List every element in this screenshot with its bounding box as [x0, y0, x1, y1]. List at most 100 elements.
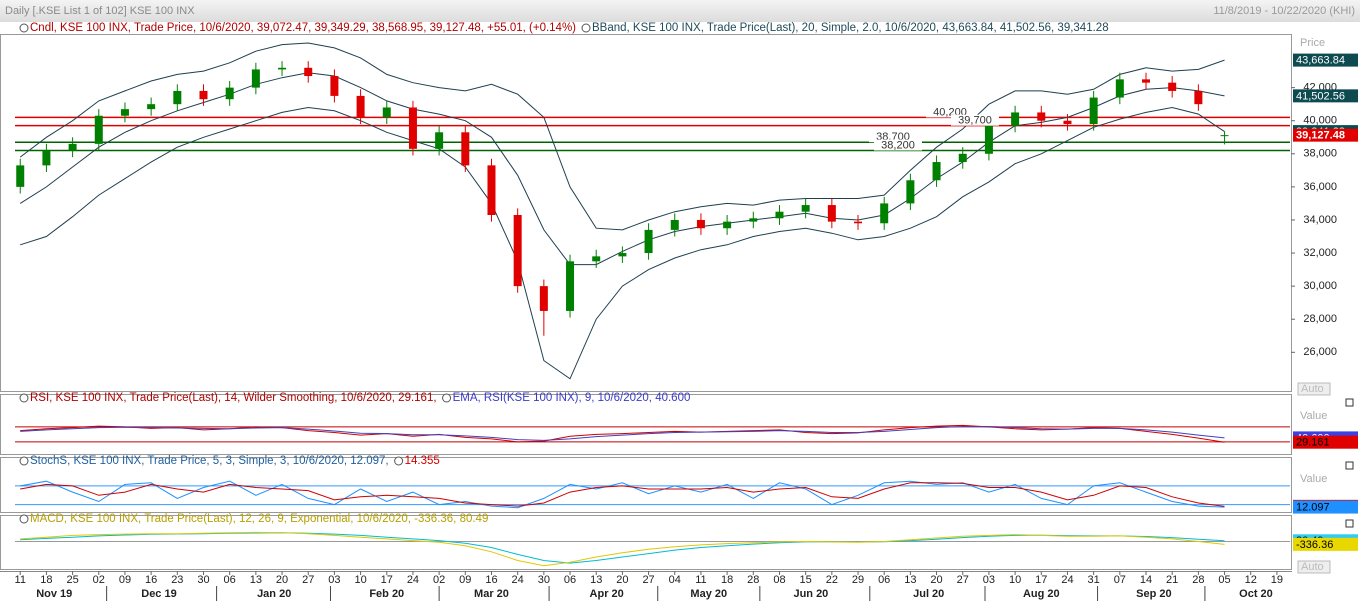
x-tick-label: 16 — [145, 574, 157, 586]
x-tick-label: 16 — [485, 574, 497, 586]
x-tick-label: 25 — [66, 574, 78, 586]
y-tick-label: 26,000 — [1303, 346, 1337, 358]
indicator-line — [20, 532, 1225, 564]
candle-body — [330, 76, 339, 96]
value-tag-label: 29.161 — [1296, 437, 1330, 449]
indicator-line — [20, 482, 1225, 507]
panel-frame — [0, 34, 1292, 392]
value-title: Value — [1300, 410, 1327, 422]
x-tick-label: 10 — [1009, 574, 1021, 586]
candle-body — [1089, 97, 1098, 125]
panel-icon — [1345, 519, 1354, 528]
candle-body — [801, 205, 810, 212]
candle-body — [827, 205, 836, 222]
x-tick-label: 15 — [800, 574, 812, 586]
candle-body — [566, 261, 575, 311]
panel-frame — [0, 457, 1292, 513]
value-tag-label: 41,502.56 — [1296, 90, 1345, 102]
value-tag — [1293, 500, 1358, 514]
candle-body — [382, 107, 391, 118]
y-tick-label: 28,000 — [1303, 313, 1337, 325]
candle-body — [958, 153, 967, 163]
x-tick-label: 18 — [721, 574, 733, 586]
candle-body — [880, 203, 889, 224]
x-tick-label: 28 — [747, 574, 759, 586]
candle-body — [1220, 135, 1229, 137]
x-tick-label: 03 — [983, 574, 995, 586]
legend-icon — [581, 23, 591, 33]
y-tick-label: 34,000 — [1303, 214, 1337, 226]
x-tick-label: 09 — [459, 574, 471, 586]
value-tag — [1293, 89, 1358, 103]
x-tick-label: 13 — [904, 574, 916, 586]
level-label-bg — [926, 106, 974, 118]
candle-body — [487, 165, 496, 215]
x-tick-label: 29 — [852, 574, 864, 586]
candle-body — [42, 150, 51, 166]
candle-body — [120, 109, 129, 116]
x-tick-label: 22 — [826, 574, 838, 586]
value-tag — [1293, 53, 1358, 67]
month-label: Jun 20 — [793, 588, 828, 600]
panel-icon — [1345, 398, 1354, 407]
candle-body — [278, 67, 287, 70]
candle-body — [173, 90, 182, 105]
x-tick-label: 06 — [564, 574, 576, 586]
candle-body — [696, 219, 705, 229]
x-tick-label: 03 — [328, 574, 340, 586]
panel-frame — [0, 394, 1292, 455]
x-tick-label: 17 — [381, 574, 393, 586]
x-tick-label: 27 — [642, 574, 654, 586]
candle-body — [408, 107, 417, 149]
x-tick-label: 02 — [433, 574, 445, 586]
candle-body — [304, 67, 313, 77]
candle-body — [906, 180, 915, 204]
value-tag — [1293, 435, 1358, 449]
candle-body — [670, 219, 679, 230]
legend-text: EMA, RSI(KSE 100 INX), 9, 10/6/2020, 40.… — [453, 392, 691, 404]
candle-body — [723, 221, 732, 229]
legend-icon — [19, 23, 29, 33]
legend-text: Cndl, KSE 100 INX, Trade Price, 10/6/202… — [30, 22, 576, 34]
legend-icon — [442, 393, 452, 403]
candle-body — [592, 256, 601, 262]
x-tick-label: 23 — [171, 574, 183, 586]
y-tick-label: 38,000 — [1303, 148, 1337, 160]
candle-body — [1168, 82, 1177, 91]
candle-body — [1063, 120, 1072, 125]
x-tick-label: 12 — [1245, 574, 1257, 586]
x-tick-label: 08 — [773, 574, 785, 586]
panel-plot — [15, 531, 1290, 567]
candle-body — [199, 90, 208, 100]
x-tick-label: 09 — [119, 574, 131, 586]
candle-body — [94, 115, 103, 144]
x-tick-label: 31 — [1088, 574, 1100, 586]
x-tick-label: 28 — [1192, 574, 1204, 586]
candle-body — [16, 165, 25, 187]
x-tick-label: 20 — [276, 574, 288, 586]
candle-body — [251, 69, 260, 88]
value-tag-label: 12.097 — [1296, 501, 1330, 513]
value-tag — [1293, 128, 1358, 142]
y-tick-label: 30,000 — [1303, 280, 1337, 292]
axis-title: Price — [1300, 37, 1325, 49]
auto-box — [1297, 560, 1331, 574]
indicator-line — [19, 72, 1225, 266]
month-label: Mar 20 — [474, 588, 509, 600]
candle-body — [539, 286, 548, 311]
x-tick-label: 11 — [15, 574, 26, 586]
x-tick-label: 14 — [1140, 574, 1152, 586]
value-tag — [1293, 537, 1358, 551]
month-label: Jul 20 — [913, 588, 944, 600]
x-tick-label: 20 — [616, 574, 628, 586]
month-label: Feb 20 — [369, 588, 404, 600]
y-tick-label: 40,000 — [1303, 115, 1337, 127]
month-label: Apr 20 — [590, 588, 624, 600]
candle-body — [854, 221, 863, 224]
auto-button: Auto — [1301, 561, 1324, 573]
legend-text: BBand, KSE 100 INX, Trade Price(Last), 2… — [592, 22, 1109, 34]
value-tag-label: 39,127.48 — [1296, 130, 1345, 142]
panel-frame — [0, 515, 1292, 570]
x-tick-label: 19 — [1271, 574, 1283, 586]
x-tick-label: 27 — [957, 574, 969, 586]
